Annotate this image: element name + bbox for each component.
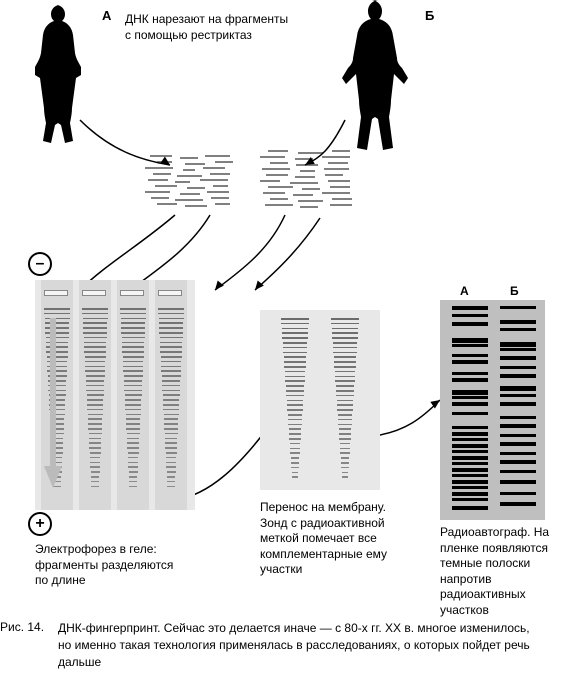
dna-fragments-a <box>145 155 240 210</box>
gel-caption: Электрофорез в геле: фрагменты разделяют… <box>35 542 173 589</box>
person-a-label: А <box>102 8 111 23</box>
person-b-silhouette <box>335 0 423 150</box>
autorad-lane-b-label: Б <box>510 284 519 298</box>
autorad-lane-a-label: А <box>460 284 469 298</box>
autoradiograph-panel <box>440 300 545 520</box>
gel-direction-arrow <box>44 318 62 488</box>
membrane-caption: Перенос на мембрану. Зонд с радиоактивно… <box>260 500 387 578</box>
figure-number: Рис. 14. <box>0 620 44 634</box>
person-a-silhouette <box>35 5 85 143</box>
figure-caption: ДНК-фингерпринт. Сейчас это делается ина… <box>58 620 563 670</box>
person-b-label: Б <box>425 8 434 23</box>
top-description: ДНК нарезают на фрагменты с помощью рест… <box>125 12 288 43</box>
electrode-minus: – <box>28 252 52 276</box>
dna-fragments-b <box>260 150 365 210</box>
autorad-caption: Радиоавтограф. На пленке появляются темн… <box>440 525 549 619</box>
electrode-plus: + <box>28 512 52 536</box>
membrane-panel <box>260 310 380 490</box>
